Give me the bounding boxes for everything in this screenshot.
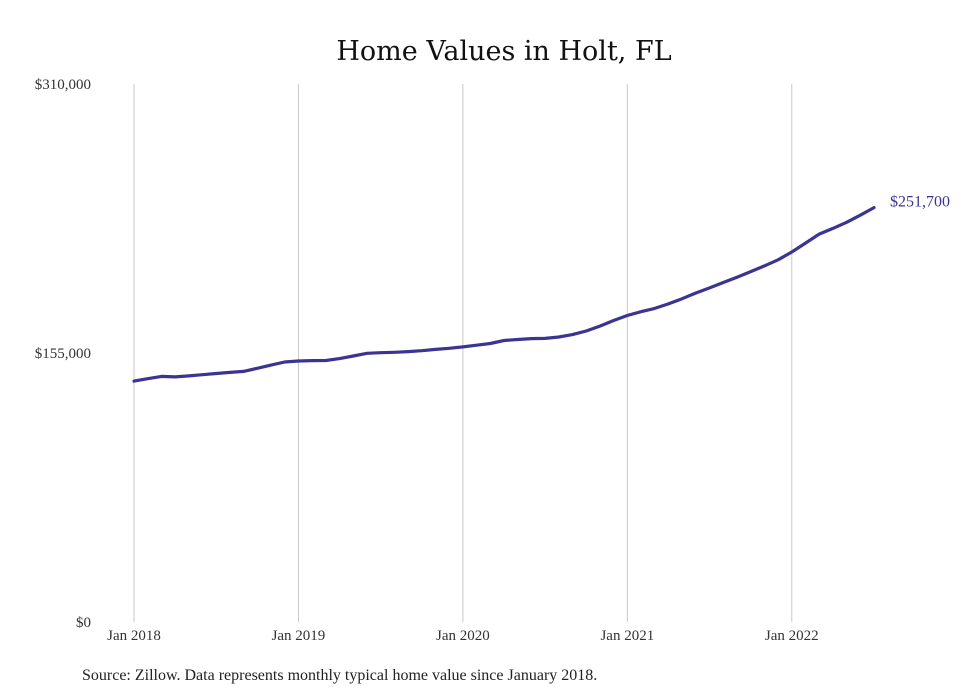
chart-title: Home Values in Holt, FL — [336, 36, 671, 67]
x-tick-label: Jan 2022 — [765, 628, 819, 644]
source-note: Source: Zillow. Data represents monthly … — [82, 667, 598, 684]
end-value-label: $251,700 — [890, 194, 950, 211]
series-group: $251,700 — [132, 194, 950, 383]
x-tick-label: Jan 2018 — [107, 628, 161, 644]
y-axis: $0 $155,000 $310,000 — [35, 77, 91, 631]
y-tick-label: $310,000 — [35, 77, 91, 93]
x-tick-label: Jan 2021 — [600, 628, 654, 644]
y-tick-label: $155,000 — [35, 346, 91, 362]
x-axis: Jan 2018 Jan 2019 Jan 2020 Jan 2021 Jan 2022 — [107, 628, 819, 644]
x-tick-label: Jan 2019 — [272, 628, 326, 644]
series-line — [132, 206, 876, 383]
y-tick-label: $0 — [76, 615, 91, 631]
grid — [133, 84, 793, 622]
x-tick-label: Jan 2020 — [436, 628, 490, 644]
